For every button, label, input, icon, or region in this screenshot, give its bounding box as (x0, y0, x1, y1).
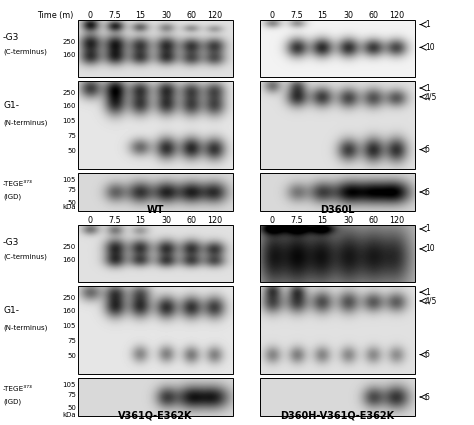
Text: Time (m): Time (m) (36, 11, 73, 20)
Text: 160: 160 (63, 308, 76, 314)
Text: 7.5: 7.5 (109, 11, 121, 20)
Text: WT: WT (147, 205, 164, 215)
Text: V361Q-E362K: V361Q-E362K (118, 411, 193, 421)
Text: 1: 1 (425, 288, 430, 297)
Text: 1: 1 (425, 224, 430, 233)
Text: 75: 75 (67, 337, 76, 343)
Bar (78, 286, 233, 374)
Text: (C-terminus): (C-terminus) (3, 253, 47, 260)
Text: 4/5: 4/5 (425, 297, 438, 306)
Text: 50: 50 (67, 405, 76, 411)
Text: 15: 15 (317, 215, 327, 224)
Text: 60: 60 (368, 11, 378, 20)
Bar (78, 81, 233, 169)
Text: G1-: G1- (3, 306, 19, 315)
Text: 30: 30 (161, 11, 171, 20)
Text: 30: 30 (161, 215, 171, 224)
Text: 1: 1 (425, 20, 430, 29)
Text: 75: 75 (67, 187, 76, 193)
Text: 50: 50 (67, 354, 76, 360)
Text: 7.5: 7.5 (291, 215, 303, 224)
Bar (78, 173, 233, 211)
Text: 15: 15 (135, 11, 145, 20)
Text: (N-terminus): (N-terminus) (3, 325, 47, 332)
Text: D360L: D360L (320, 205, 355, 215)
Text: -G3: -G3 (3, 33, 19, 42)
Text: 50: 50 (67, 148, 76, 154)
Text: 50: 50 (67, 200, 76, 206)
Text: 250: 250 (63, 39, 76, 45)
Text: (C-terminus): (C-terminus) (3, 48, 47, 54)
Text: 6: 6 (425, 145, 430, 154)
Text: (IGD): (IGD) (3, 193, 21, 200)
Text: 160: 160 (63, 103, 76, 109)
Text: 60: 60 (186, 215, 196, 224)
Text: 10: 10 (425, 43, 435, 52)
Text: 1: 1 (425, 84, 430, 93)
Text: 6: 6 (425, 350, 430, 359)
Text: 10: 10 (425, 244, 435, 253)
Text: 60: 60 (368, 215, 378, 224)
Text: 15: 15 (135, 215, 145, 224)
Text: 0: 0 (88, 215, 93, 224)
Bar (78, 378, 233, 416)
Text: 6: 6 (425, 393, 430, 402)
Text: D360H-V361Q-E362K: D360H-V361Q-E362K (281, 411, 394, 421)
Text: 7.5: 7.5 (109, 215, 121, 224)
Text: -G3: -G3 (3, 238, 19, 246)
Text: 120: 120 (389, 11, 404, 20)
Text: (N-terminus): (N-terminus) (3, 120, 47, 127)
Bar (260, 225, 415, 282)
Bar (260, 81, 415, 169)
Text: 160: 160 (63, 52, 76, 58)
Bar (260, 173, 415, 211)
Text: 250: 250 (63, 295, 76, 301)
Text: 75: 75 (67, 133, 76, 139)
Text: 4/5: 4/5 (425, 92, 438, 101)
Text: -TEGE³⁷³: -TEGE³⁷³ (3, 181, 33, 187)
Text: 75: 75 (67, 392, 76, 398)
Text: 105: 105 (63, 382, 76, 388)
Text: kDa: kDa (63, 204, 76, 210)
Bar (260, 20, 415, 77)
Text: 105: 105 (63, 177, 76, 183)
Text: 0: 0 (270, 215, 275, 224)
Text: kDa: kDa (63, 412, 76, 418)
Text: 7.5: 7.5 (291, 11, 303, 20)
Text: 0: 0 (270, 11, 275, 20)
Text: -TEGE³⁷³: -TEGE³⁷³ (3, 385, 33, 392)
Text: 30: 30 (343, 11, 353, 20)
Bar (260, 378, 415, 416)
Bar (78, 225, 233, 282)
Text: 120: 120 (207, 11, 222, 20)
Text: 120: 120 (207, 215, 222, 224)
Bar (260, 286, 415, 374)
Bar (78, 20, 233, 77)
Text: (IGD): (IGD) (3, 398, 21, 405)
Text: G1-: G1- (3, 101, 19, 110)
Text: 160: 160 (63, 258, 76, 264)
Text: 30: 30 (343, 215, 353, 224)
Text: 250: 250 (63, 91, 76, 96)
Text: 105: 105 (63, 118, 76, 124)
Text: 60: 60 (186, 11, 196, 20)
Text: 0: 0 (88, 11, 93, 20)
Text: 250: 250 (63, 244, 76, 249)
Text: 120: 120 (389, 215, 404, 224)
Text: 15: 15 (317, 11, 327, 20)
Text: 105: 105 (63, 323, 76, 329)
Text: 6: 6 (425, 187, 430, 196)
